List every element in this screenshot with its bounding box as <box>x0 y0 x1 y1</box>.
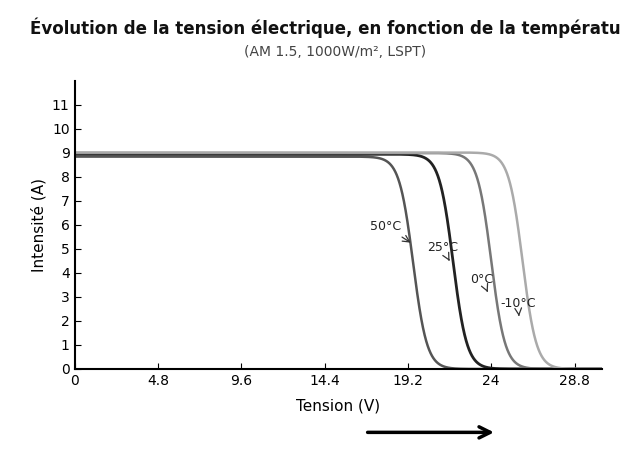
Text: Évolution de la tension électrique, en fonction de la température: Évolution de la tension électrique, en f… <box>30 18 621 39</box>
Text: -10°C: -10°C <box>500 297 535 315</box>
Text: (AM 1.5, 1000W/m², LSPT): (AM 1.5, 1000W/m², LSPT) <box>244 45 427 59</box>
X-axis label: Tension (V): Tension (V) <box>296 399 381 414</box>
Text: 0°C: 0°C <box>471 273 494 291</box>
Text: 50°C: 50°C <box>369 220 410 242</box>
Text: 25°C: 25°C <box>427 241 458 260</box>
Y-axis label: Intensité (A): Intensité (A) <box>31 178 47 272</box>
